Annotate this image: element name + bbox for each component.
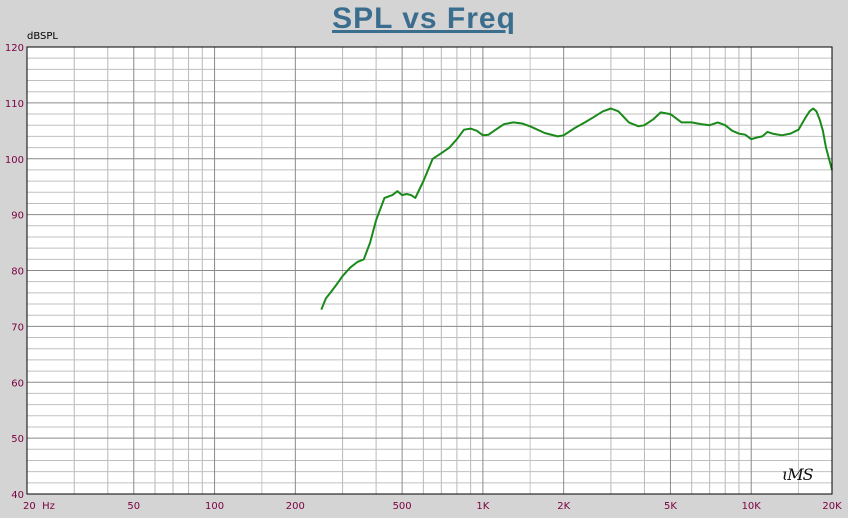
x-tick-label: 100 <box>205 501 224 512</box>
x-tick-label: 50 <box>127 501 140 512</box>
x-tick-label: 500 <box>393 501 412 512</box>
y-tick-label: 100 <box>5 155 24 166</box>
x-tick-labels: 20 Hz 50 100 200 500 1K 2K 5K 10K 20K <box>23 501 842 512</box>
y-tick-labels: 40 50 60 70 80 90 100 110 120 <box>5 43 24 501</box>
x-tick-label: 5K <box>664 501 677 512</box>
plot-frame <box>26 46 833 495</box>
x-tick-label: 1K <box>476 501 489 512</box>
y-tick-label: 80 <box>11 267 24 278</box>
major-grid <box>27 47 832 494</box>
spl-series-line <box>320 107 833 310</box>
y-tick-label: 50 <box>11 434 24 445</box>
y-tick-label: 70 <box>11 322 24 333</box>
x-tick-label: 20K <box>822 501 842 512</box>
x-tick-label: 10K <box>742 501 762 512</box>
y-axis-label: dBSPL <box>27 31 58 42</box>
x-tick-label: 2K <box>557 501 570 512</box>
chart-title: SPL vs Freq <box>332 2 516 35</box>
x-tick-label: 20 Hz <box>23 501 55 512</box>
y-tick-label: 110 <box>5 99 24 110</box>
series-layer <box>320 107 833 310</box>
y-tick-label: 60 <box>11 378 24 389</box>
x-tick-label: 200 <box>286 501 305 512</box>
lms-watermark: ɩMS <box>782 465 814 484</box>
y-tick-label: 40 <box>11 490 24 501</box>
y-tick-label: 120 <box>5 43 24 54</box>
y-tick-label: 90 <box>11 211 24 222</box>
